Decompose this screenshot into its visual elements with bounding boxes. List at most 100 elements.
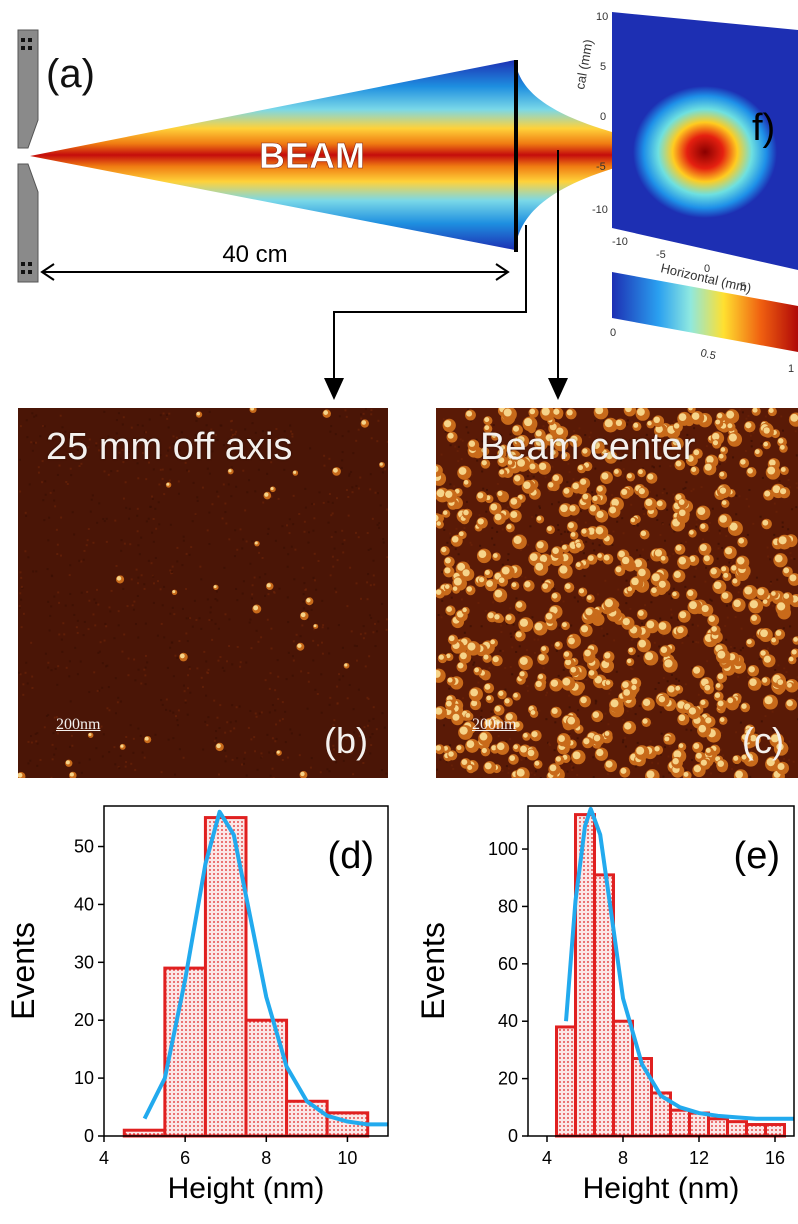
afm-particle-highlight bbox=[770, 734, 779, 743]
afm-noise bbox=[529, 472, 532, 475]
afm-particle-highlight bbox=[741, 754, 747, 760]
afm-noise bbox=[598, 544, 601, 547]
afm-noise bbox=[186, 687, 189, 690]
afm-noise bbox=[686, 699, 689, 702]
beam-schematic: BEAM 40 cm cal (mm) 10 5 0 -5 -10 -10 -5… bbox=[17, 11, 798, 400]
afm-particle-highlight bbox=[727, 697, 734, 704]
afm-noise bbox=[207, 716, 210, 719]
afm-noise bbox=[596, 455, 599, 458]
afm-noise bbox=[254, 750, 257, 753]
afm-noise bbox=[684, 683, 687, 686]
afm-noise bbox=[581, 663, 584, 666]
afm-particle-highlight bbox=[505, 614, 512, 621]
afm-noise bbox=[86, 590, 89, 593]
afm-noise bbox=[289, 430, 292, 433]
afm-noise bbox=[208, 472, 211, 475]
afm-noise bbox=[80, 591, 83, 594]
afm-noise bbox=[485, 488, 488, 491]
afm-noise bbox=[529, 525, 532, 528]
afm-noise bbox=[58, 601, 61, 604]
afm-particle-highlight bbox=[762, 677, 768, 683]
afm-noise bbox=[152, 517, 155, 520]
afm-noise bbox=[51, 758, 54, 761]
afm-noise bbox=[512, 634, 515, 637]
afm-noise bbox=[502, 501, 505, 504]
afm-noise bbox=[520, 575, 523, 578]
afm-noise bbox=[693, 575, 696, 578]
afm-noise bbox=[76, 448, 79, 451]
afm-noise bbox=[163, 585, 166, 588]
afm-particle-highlight bbox=[703, 555, 710, 562]
afm-noise bbox=[185, 552, 188, 555]
afm-particle-highlight bbox=[503, 408, 512, 417]
afm-noise bbox=[236, 548, 239, 551]
afm-noise bbox=[501, 563, 504, 566]
afm-noise bbox=[566, 531, 569, 534]
afm-noise bbox=[18, 605, 21, 608]
afm-noise bbox=[371, 517, 374, 520]
afm-noise bbox=[255, 629, 258, 632]
afm-noise bbox=[321, 626, 324, 629]
fit-curve bbox=[142, 809, 388, 1127]
afm-noise bbox=[359, 476, 362, 479]
afm-noise bbox=[63, 633, 66, 636]
afm-noise bbox=[224, 502, 227, 505]
afm-noise bbox=[22, 612, 25, 615]
afm-noise bbox=[211, 503, 214, 506]
afm-noise bbox=[329, 696, 332, 699]
afm-noise bbox=[137, 544, 140, 547]
afm-noise bbox=[274, 709, 277, 712]
afm-noise bbox=[53, 499, 56, 502]
afm-noise bbox=[637, 446, 640, 449]
afm-noise bbox=[492, 424, 495, 427]
afm-particle-highlight bbox=[719, 471, 725, 477]
afm-noise bbox=[386, 508, 388, 511]
afm-noise bbox=[31, 675, 34, 678]
afm-noise bbox=[592, 775, 595, 778]
afm-noise bbox=[98, 650, 101, 653]
afm-noise bbox=[630, 707, 633, 710]
afm-noise bbox=[234, 529, 237, 532]
afm-noise bbox=[790, 637, 793, 640]
afm-particle-highlight bbox=[719, 487, 727, 494]
afm-noise bbox=[441, 571, 444, 574]
afm-noise bbox=[370, 437, 373, 440]
afm-noise bbox=[517, 611, 520, 614]
afm-noise bbox=[86, 539, 89, 542]
afm-noise bbox=[121, 448, 124, 451]
afm-noise bbox=[695, 550, 698, 553]
afm-noise bbox=[499, 649, 502, 652]
afm-noise bbox=[253, 736, 256, 739]
afm-noise bbox=[317, 560, 320, 563]
afm-noise bbox=[96, 689, 99, 692]
afm-noise bbox=[251, 540, 254, 543]
afm-noise bbox=[527, 543, 530, 546]
afm-noise bbox=[490, 710, 493, 713]
afm-particle-highlight bbox=[677, 626, 684, 634]
afm-particle-highlight bbox=[465, 712, 471, 718]
afm-noise bbox=[216, 439, 219, 442]
afm-noise bbox=[449, 483, 452, 486]
afm-particle-highlight bbox=[700, 759, 707, 766]
afm-noise bbox=[273, 752, 276, 755]
afm-noise bbox=[453, 562, 456, 565]
afm-particle-highlight bbox=[735, 770, 743, 778]
afm-particle-highlight bbox=[609, 506, 617, 514]
afm-particle-highlight bbox=[453, 577, 462, 586]
afm-noise bbox=[168, 479, 171, 482]
afm-noise bbox=[520, 759, 523, 762]
afm-noise bbox=[160, 622, 163, 625]
afm-noise bbox=[656, 519, 659, 522]
afm-noise bbox=[129, 543, 132, 546]
afm-particle-highlight bbox=[474, 667, 480, 673]
afm-noise bbox=[237, 438, 240, 441]
afm-particle-highlight bbox=[510, 511, 518, 519]
afm-noise bbox=[477, 601, 480, 604]
afm-noise bbox=[594, 702, 597, 705]
afm-noise bbox=[630, 638, 633, 641]
afm-noise bbox=[377, 419, 380, 422]
afm-particle-highlight bbox=[652, 573, 660, 582]
afm-noise bbox=[697, 693, 700, 696]
afm-noise bbox=[228, 618, 231, 621]
afm-noise bbox=[549, 744, 552, 747]
